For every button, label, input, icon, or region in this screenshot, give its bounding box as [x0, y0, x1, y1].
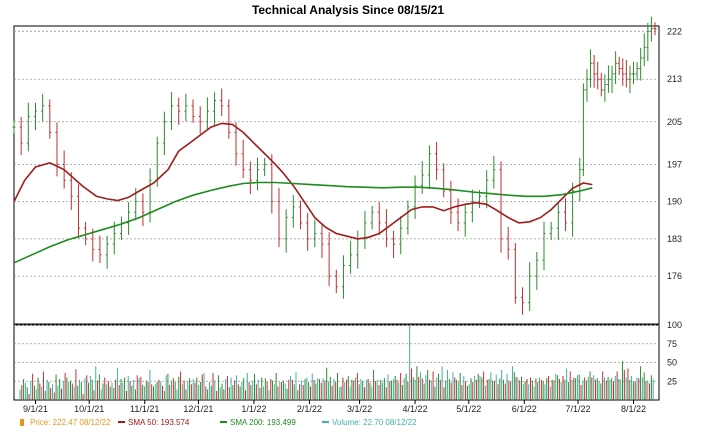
x-tick-label: 7/1/22	[565, 404, 590, 414]
volume-panel: 100 75 50 25	[13, 320, 682, 401]
x-tick-label: 9/1/21	[23, 404, 48, 414]
x-tick-label: 8/1/22	[621, 404, 646, 414]
x-tick-label: 12/1/21	[183, 404, 213, 414]
volume-gridlines	[14, 324, 659, 382]
price-tick-label: 222	[667, 26, 682, 36]
volume-tick-label: 25	[667, 376, 677, 386]
price-tick-label: 213	[667, 74, 682, 84]
legend-swatch-price	[20, 419, 24, 426]
price-tick-label: 205	[667, 117, 682, 127]
legend: Price: 222.47 08/12/22 SMA 50: 193.574 SMA…	[20, 418, 417, 427]
legend-label: SMA 50: 193.574	[128, 418, 190, 427]
legend-label: Volume: 22.70 08/12/22	[332, 418, 417, 427]
x-tick-label: 5/1/22	[456, 404, 481, 414]
price-tick-label: 183	[667, 234, 682, 244]
x-tick-label: 3/1/22	[347, 404, 372, 414]
sma-lines	[13, 122, 593, 264]
price-axis-ticks: 222 213 205 197 190 183 176	[667, 26, 682, 281]
price-tick-label: 197	[667, 159, 682, 169]
x-tick-label: 6/1/22	[512, 404, 537, 414]
sma-200-line	[13, 181, 593, 264]
price-bars	[12, 16, 657, 315]
sma-50-line	[13, 122, 593, 240]
volume-tick-label: 50	[667, 358, 677, 368]
x-tick-label: 4/1/22	[403, 404, 428, 414]
volume-bars	[19, 325, 654, 400]
price-tick-label: 176	[667, 271, 682, 281]
x-axis-ticks: 9/1/21 10/1/21 11/1/21 12/1/21 1/1/22 2/1/22 3…	[23, 400, 646, 414]
volume-axis-ticks: 100 75 50 25	[667, 320, 682, 386]
x-tick-label: 10/1/21	[74, 404, 104, 414]
x-tick-label: 2/1/22	[297, 404, 322, 414]
price-panel: 222 213 205 197 190 183 176	[12, 16, 682, 325]
volume-tick-label: 75	[667, 339, 677, 349]
legend-label: SMA 200: 193.499	[230, 418, 296, 427]
x-tick-label: 1/1/22	[241, 404, 266, 414]
price-tick-label: 190	[667, 197, 682, 207]
x-tick-label: 11/1/21	[130, 404, 159, 414]
legend-label: Price: 222.47 08/12/22	[30, 418, 111, 427]
volume-tick-label: 100	[667, 320, 682, 330]
chart-title: Technical Analysis Since 08/15/21	[252, 3, 444, 17]
